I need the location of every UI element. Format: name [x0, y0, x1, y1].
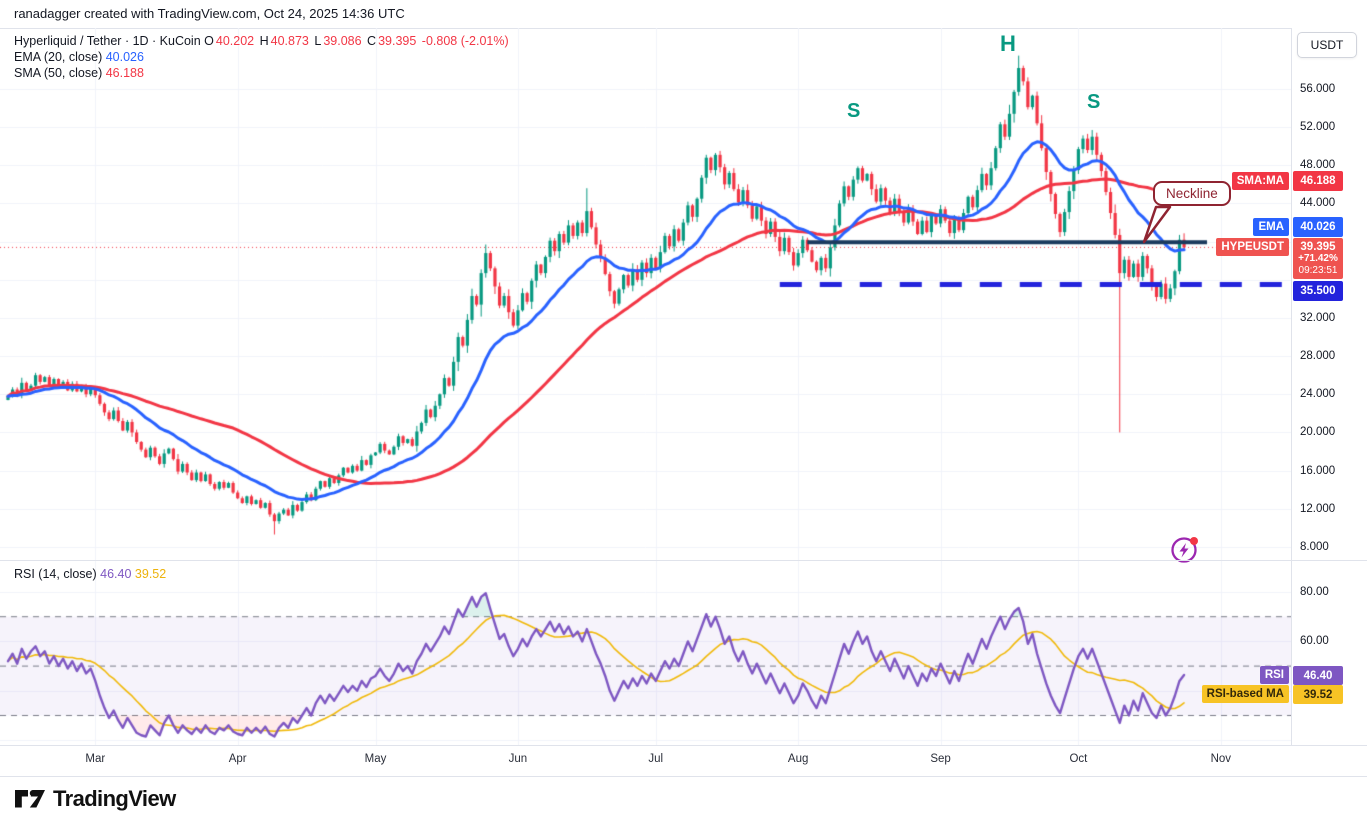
sma-price-badge: 46.188	[1293, 171, 1343, 191]
rsi-ma-tag: RSI-based MA	[1201, 685, 1289, 703]
main-price-chart[interactable]	[0, 28, 1291, 560]
price-tick-24.000: 24.000	[1300, 388, 1336, 401]
price-tick-32.000: 32.000	[1300, 311, 1336, 324]
rsi-value-badge: 46.40	[1293, 666, 1343, 685]
low-label: L	[314, 34, 322, 48]
sma-legend-row[interactable]: SMA (50, close) 46.188	[14, 66, 634, 80]
time-axis-label-aug: Aug	[787, 753, 809, 765]
open-label: O	[204, 34, 214, 48]
open-value: 40.202	[215, 34, 255, 48]
rsi-tag: RSI	[1259, 666, 1289, 684]
currency-toggle-button[interactable]: USDT	[1297, 32, 1357, 58]
change-percent: +71.42%	[1298, 252, 1338, 264]
rsi-legend[interactable]: RSI (14, close) 46.40 39.52	[14, 567, 166, 581]
time-axis-label-nov: Nov	[1210, 753, 1232, 765]
time-axis-label-jul: Jul	[648, 753, 664, 765]
time-axis-label-mar: Mar	[85, 753, 106, 765]
time-axis-label-sep: Sep	[930, 753, 951, 765]
left-shoulder-label[interactable]: S	[847, 100, 861, 122]
ema-price-badge: 40.026	[1293, 217, 1343, 237]
price-tick-56.000: 56.000	[1300, 83, 1336, 95]
tradingview-logo[interactable]: TradingView	[14, 786, 176, 812]
time-axis-label-oct: Oct	[1069, 753, 1088, 765]
chart-legend: Hyperliquid / Tether · 1D · KuCoin O 40.2…	[14, 34, 634, 82]
rsi-value: 46.40	[100, 567, 132, 581]
price-tick-48.000: 48.000	[1300, 159, 1336, 172]
rsi-ma-value: 39.52	[134, 567, 167, 581]
symbol-title-row[interactable]: Hyperliquid / Tether · 1D · KuCoin O 40.2…	[14, 34, 634, 48]
price-tick-44.000: 44.000	[1300, 197, 1336, 210]
price-tick-16.000: 16.000	[1300, 464, 1336, 477]
time-axis-label-jun: Jun	[508, 753, 528, 765]
close-label: C	[367, 34, 377, 48]
rsi-ma-value-badge: 39.52	[1293, 685, 1343, 704]
boost-flash-icon[interactable]	[1169, 534, 1201, 566]
close-value: 39.395	[378, 34, 417, 48]
price-tick-52.000: 52.000	[1300, 121, 1336, 134]
rsi-tick-60.00: 60.00	[1300, 635, 1329, 648]
price-tick-20.000: 20.000	[1300, 426, 1336, 439]
time-axis-label-may: May	[364, 753, 387, 765]
neckline-callout-tail	[1142, 205, 1172, 244]
sma-value: 46.188	[105, 66, 144, 80]
support-price-badge: 35.500	[1293, 281, 1343, 301]
panel-divider[interactable]	[0, 560, 1367, 561]
last-price: 39.395	[1300, 240, 1336, 253]
change-value: -0.808 (-2.01%)	[421, 34, 509, 48]
price-axis[interactable]: USDT 56.000 52.000 48.000 44.000 32.000 28.00…	[1291, 28, 1367, 745]
price-tick-8.000: 8.000	[1300, 540, 1329, 553]
price-tick-28.000: 28.000	[1300, 350, 1336, 363]
tradingview-wordmark: TradingView	[53, 786, 176, 811]
neckline-callout[interactable]: Neckline	[1153, 181, 1231, 206]
head-label[interactable]: H	[1000, 31, 1016, 56]
price-tick-12.000: 12.000	[1300, 502, 1336, 515]
ema-tag: EMA	[1253, 218, 1289, 236]
rsi-indicator-chart[interactable]	[0, 560, 1291, 745]
time-axis[interactable]: Mar Apr May Jun Jul Aug Sep Oct Nov	[0, 745, 1367, 776]
ema-label: EMA (20, close)	[14, 50, 103, 64]
symbol-tag: HYPEUSDT	[1216, 238, 1289, 256]
sma-tag: SMA:MA	[1231, 172, 1289, 190]
low-value: 39.086	[323, 34, 362, 48]
attribution-bar: ranadagger created with TradingView.com,…	[0, 0, 1367, 28]
rsi-label: RSI (14, close)	[14, 567, 97, 581]
bar-countdown: 09:23:51	[1298, 264, 1338, 276]
symbol-title: Hyperliquid / Tether · 1D · KuCoin	[14, 34, 201, 48]
rsi-tick-80.00: 80.00	[1300, 586, 1329, 598]
high-value: 40.873	[270, 34, 309, 48]
tradingview-mark-icon	[15, 790, 45, 808]
sma-label: SMA (50, close)	[14, 66, 103, 80]
ema-legend-row[interactable]: EMA (20, close) 40.026	[14, 50, 634, 64]
right-shoulder-label[interactable]: S	[1087, 91, 1101, 113]
last-price-badge: 39.395 +71.42% 09:23:51	[1293, 238, 1343, 279]
ema-value: 40.026	[105, 50, 144, 64]
high-label: H	[259, 34, 269, 48]
time-axis-label-apr: Apr	[228, 753, 247, 765]
